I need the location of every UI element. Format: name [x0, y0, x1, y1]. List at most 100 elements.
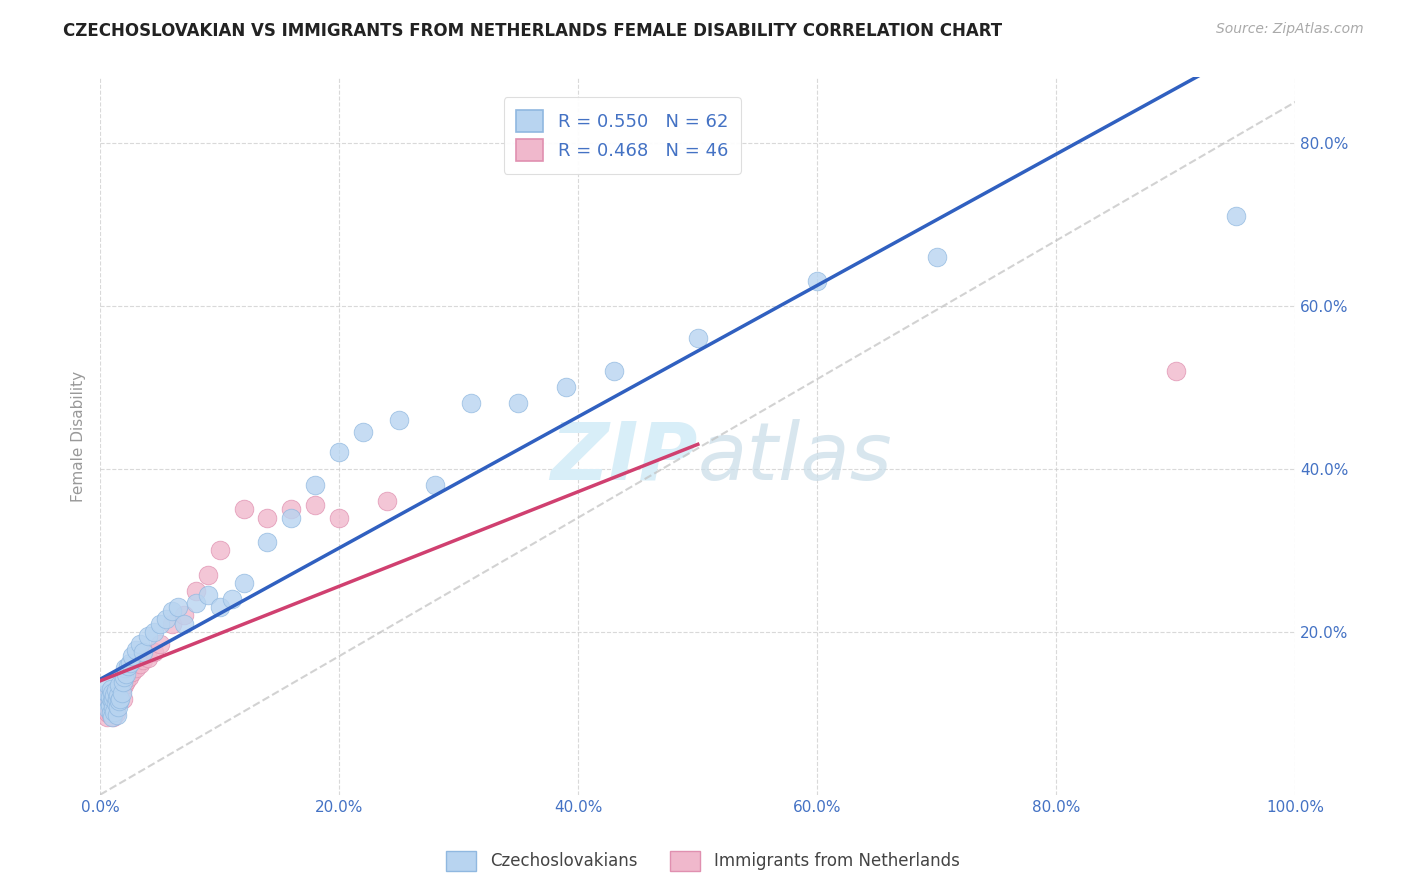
- Point: [197, 588, 219, 602]
- Point: [100, 698, 122, 712]
- Text: ZIP: ZIP: [550, 418, 697, 497]
- Text: Source: ZipAtlas.com: Source: ZipAtlas.com: [1216, 22, 1364, 37]
- Point: [166, 600, 188, 615]
- Point: [555, 380, 578, 394]
- Point: [173, 616, 195, 631]
- Point: [118, 656, 141, 670]
- Point: [304, 478, 326, 492]
- Point: [280, 510, 302, 524]
- Point: [375, 494, 398, 508]
- Point: [328, 510, 350, 524]
- Point: [100, 707, 122, 722]
- Point: [103, 690, 125, 704]
- Point: [352, 425, 374, 439]
- Point: [111, 691, 134, 706]
- Point: [1225, 209, 1247, 223]
- Point: [128, 657, 150, 672]
- Point: [232, 502, 254, 516]
- Point: [508, 396, 530, 410]
- Point: [142, 624, 165, 639]
- Point: [111, 675, 134, 690]
- Point: [96, 690, 118, 704]
- Point: [280, 502, 302, 516]
- Point: [110, 691, 132, 706]
- Point: [136, 629, 159, 643]
- Point: [115, 673, 138, 688]
- Point: [136, 650, 159, 665]
- Point: [97, 678, 120, 692]
- Point: [103, 691, 125, 706]
- Point: [103, 702, 125, 716]
- Point: [94, 694, 117, 708]
- Point: [121, 665, 143, 680]
- Point: [107, 694, 129, 708]
- Point: [108, 690, 131, 704]
- Point: [128, 637, 150, 651]
- Point: [142, 645, 165, 659]
- Point: [97, 702, 120, 716]
- Point: [101, 705, 124, 719]
- Point: [925, 250, 948, 264]
- Legend: R = 0.550   N = 62, R = 0.468   N = 46: R = 0.550 N = 62, R = 0.468 N = 46: [503, 97, 741, 174]
- Point: [96, 686, 118, 700]
- Point: [94, 699, 117, 714]
- Point: [121, 649, 143, 664]
- Point: [110, 686, 132, 700]
- Point: [603, 364, 626, 378]
- Point: [104, 683, 127, 698]
- Point: [197, 567, 219, 582]
- Point: [149, 637, 172, 651]
- Point: [328, 445, 350, 459]
- Point: [118, 669, 141, 683]
- Point: [115, 667, 138, 681]
- Point: [108, 694, 131, 708]
- Point: [160, 604, 183, 618]
- Point: [686, 331, 709, 345]
- Point: [125, 661, 148, 675]
- Point: [1164, 364, 1187, 378]
- Point: [100, 681, 122, 696]
- Point: [256, 535, 278, 549]
- Point: [256, 510, 278, 524]
- Point: [155, 612, 177, 626]
- Point: [103, 688, 125, 702]
- Point: [97, 697, 120, 711]
- Point: [103, 699, 125, 714]
- Point: [94, 694, 117, 708]
- Text: atlas: atlas: [697, 418, 893, 497]
- Point: [98, 698, 121, 712]
- Point: [101, 694, 124, 708]
- Point: [98, 702, 121, 716]
- Point: [96, 710, 118, 724]
- Point: [101, 686, 124, 700]
- Point: [806, 274, 828, 288]
- Text: CZECHOSLOVAKIAN VS IMMIGRANTS FROM NETHERLANDS FEMALE DISABILITY CORRELATION CHA: CZECHOSLOVAKIAN VS IMMIGRANTS FROM NETHE…: [63, 22, 1002, 40]
- Point: [232, 575, 254, 590]
- Point: [304, 499, 326, 513]
- Point: [149, 616, 172, 631]
- Point: [101, 694, 124, 708]
- Point: [101, 710, 124, 724]
- Point: [221, 592, 243, 607]
- Point: [111, 681, 134, 696]
- Point: [125, 642, 148, 657]
- Point: [107, 688, 129, 702]
- Point: [98, 691, 121, 706]
- Point: [184, 596, 207, 610]
- Point: [460, 396, 482, 410]
- Point: [105, 707, 128, 722]
- Point: [108, 678, 131, 692]
- Point: [105, 698, 128, 712]
- Point: [103, 705, 125, 719]
- Point: [208, 600, 231, 615]
- Point: [208, 543, 231, 558]
- Point: [173, 608, 195, 623]
- Point: [107, 699, 129, 714]
- Point: [100, 706, 122, 721]
- Point: [112, 669, 135, 683]
- Point: [132, 645, 155, 659]
- Point: [104, 686, 127, 700]
- Point: [97, 706, 120, 721]
- Point: [104, 697, 127, 711]
- Point: [112, 678, 135, 692]
